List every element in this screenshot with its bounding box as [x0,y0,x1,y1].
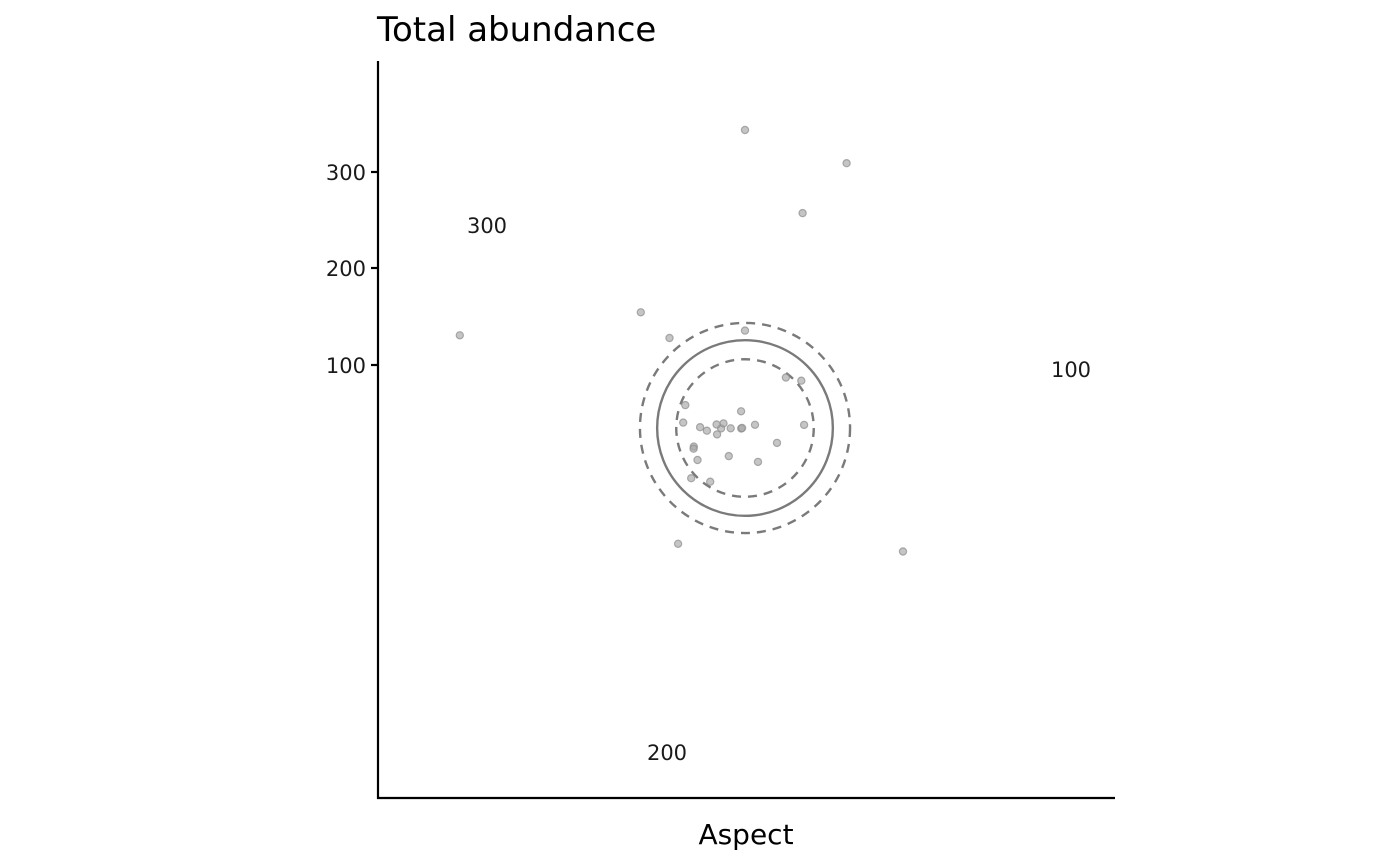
data-point [842,158,851,168]
data-point [636,308,646,317]
data-point [750,420,760,429]
y-tick-label: 300 [326,161,366,185]
data-points [455,125,908,556]
ci-upper-circle [638,321,852,535]
data-point [724,451,734,461]
data-point [737,423,747,433]
x-axis-label: Aspect [698,818,793,851]
data-point [799,420,809,430]
data-point [706,477,715,486]
mean-circle [655,338,835,518]
polar-radius-label: 100 [1051,358,1091,382]
data-point [679,418,688,427]
data-point [753,457,763,467]
mean-circles [638,321,852,535]
data-point [455,331,464,340]
data-point [665,333,674,343]
y-tick-label: 100 [326,354,366,378]
data-point [673,539,683,549]
data-point [781,373,791,382]
data-point [740,125,750,135]
y-tick-label: 200 [326,257,366,281]
data-point [702,426,712,435]
data-point [693,455,702,465]
data-point [740,326,750,335]
polar-radius-label: 200 [647,741,687,765]
data-point [687,474,696,483]
polar-radius-labels: 100 200 300 [467,214,1091,765]
data-point [695,423,705,432]
data-point [736,407,746,416]
ci-lower-circle [675,358,815,498]
data-point [772,438,782,448]
data-point [719,419,728,428]
data-point [689,444,698,453]
chart-title: Total abundance [376,10,656,50]
polar-radius-label: 300 [467,214,507,238]
data-point [726,424,735,433]
data-point [712,420,721,429]
data-point [681,400,690,410]
data-point [797,376,806,385]
data-point [898,547,908,556]
data-point [798,208,807,218]
y-axis-ticks: 100 200 300 [326,161,378,378]
data-point [712,430,722,439]
